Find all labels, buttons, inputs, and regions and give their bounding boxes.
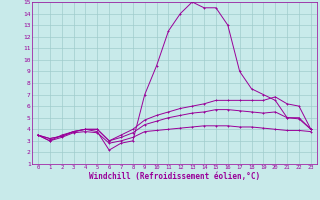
X-axis label: Windchill (Refroidissement éolien,°C): Windchill (Refroidissement éolien,°C) [89,172,260,181]
